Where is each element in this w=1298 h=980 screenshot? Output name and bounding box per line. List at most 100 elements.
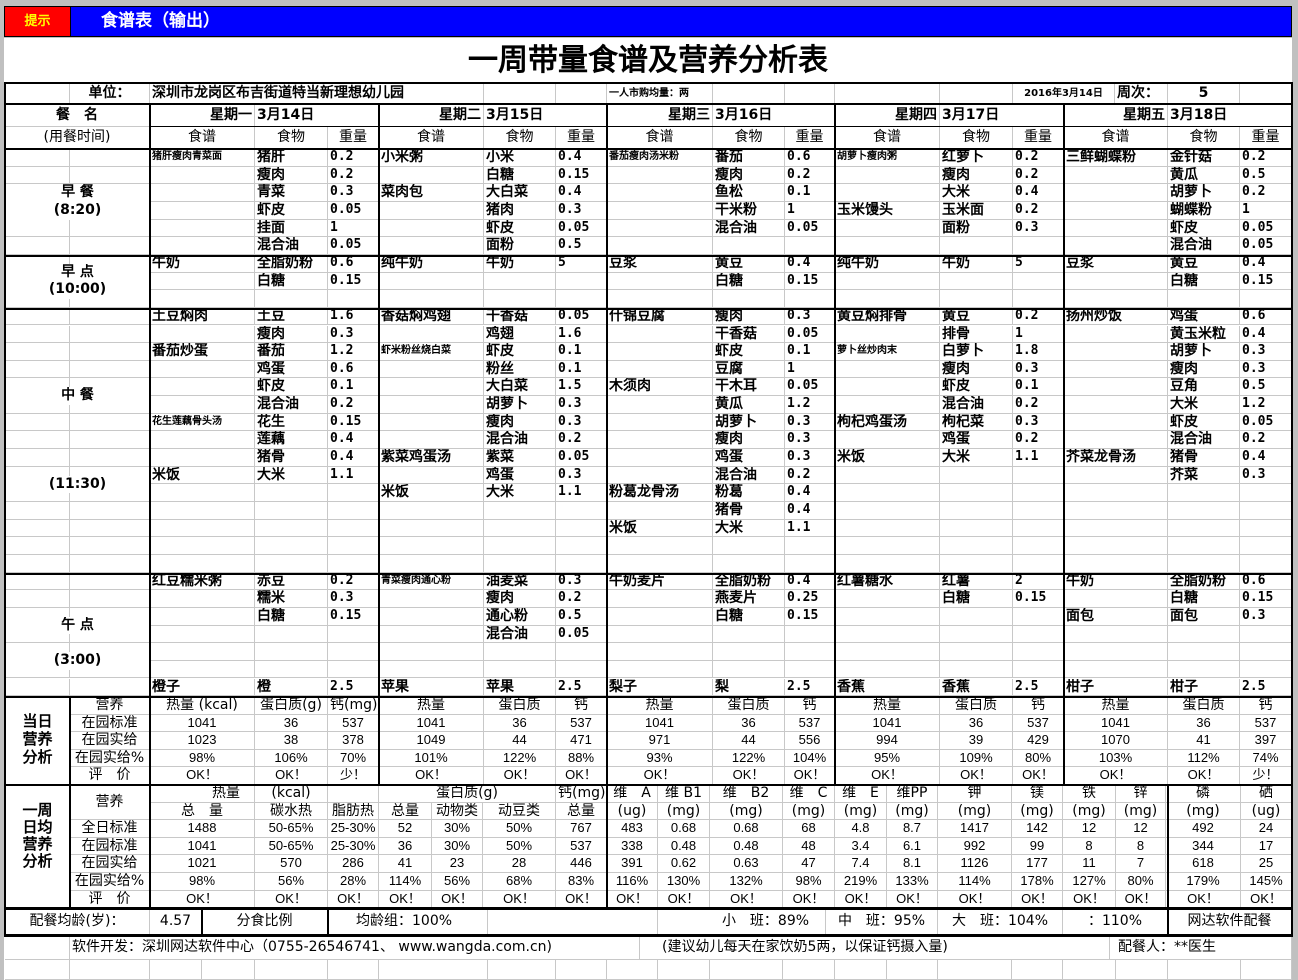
cell [1063,960,1116,980]
menu-weight: 0.2 [328,572,379,591]
menu-food [713,290,785,308]
menu-weight [1013,237,1064,255]
menu-weight [785,237,835,255]
col-food-header: 食物 [940,127,1013,149]
weekly-value: 338 [607,837,658,856]
border-line [201,908,203,935]
menu-weight [1240,484,1292,502]
menu-recipe: 牛奶 [1064,572,1168,591]
col-weight-header: 重量 [328,127,379,149]
sub-header: (mg) [887,802,938,821]
menu-weight: 0.15 [556,166,607,185]
menu-food: 通心粉 [484,607,556,626]
cell [70,449,150,467]
nutrition-value: OK！ [1168,767,1240,785]
menu-food: 瘦肉 [713,431,785,450]
menu-food [713,537,785,555]
menu-recipe [607,466,713,485]
menu-recipe [607,502,713,520]
menu-food [484,272,556,291]
nutrition-value: 93% [607,749,713,768]
cell [70,166,150,185]
purchase-note: 一人市购均量：两 [607,84,713,104]
menu-weight [1013,554,1064,573]
border-line [378,104,380,785]
menu-weight: 0.2 [1240,184,1292,202]
menu-food: 瘦肉 [940,360,1013,379]
nutrition-value: 41 [1168,732,1240,750]
menu-food [940,625,1013,644]
menu-weight: 1.1 [785,519,835,538]
menu-weight: 0.4 [1013,184,1064,202]
week-label: 周次： [1115,84,1168,104]
menu-food: 油麦菜 [484,572,556,591]
menu-weight: 5 [1013,254,1064,273]
menu-food [255,643,328,661]
menu-food [940,554,1013,573]
cell [70,590,150,608]
sub-header: (mg) [1063,802,1116,821]
menu-food: 瘦肉 [484,590,556,608]
weekly-nutrition-header: 营养 [70,785,150,821]
menu-recipe [150,272,255,291]
weekly-value: 36 [379,837,432,856]
menu-food: 鸡蛋 [940,431,1013,450]
nutrition-col-header: 蛋白质 [940,697,1013,715]
day-date: 3月14日 [255,104,379,127]
menu-recipe [1064,431,1168,450]
menu-weight: 0.4 [785,502,835,520]
nutrition-value: 104% [785,749,835,768]
menu-weight: 0.5 [1240,378,1292,397]
cell [5,554,70,573]
border-line [327,908,329,935]
sub-header: 动豆类 [483,802,556,821]
cell [5,484,70,502]
menu-weight [328,554,379,573]
weekly-value: 50-65% [255,820,328,838]
menu-weight [1240,660,1292,679]
nutrition-value: 88% [556,749,607,768]
weekly-value: 8 [1063,837,1116,856]
nutrition-col-header: 钙(mg) [328,697,379,715]
menu-weight: 0.3 [1013,360,1064,379]
menu-weight [556,554,607,573]
menu-weight: 0.2 [328,396,379,414]
menu-recipe [150,201,255,220]
nutrition-value: 537 [328,714,379,733]
border-line [4,148,1293,150]
nutrition-value: 1041 [607,714,713,733]
menu-food [255,537,328,555]
menu-food [255,519,328,538]
menu-food: 大米 [1168,396,1240,414]
group-header: 维 B1 [658,785,710,803]
menu-recipe [379,290,484,308]
nutrition-value: 38 [255,732,328,750]
menu-weight: 0.5 [556,607,607,626]
menu-weight: 0.4 [785,484,835,502]
menu-weight: 0.6 [328,254,379,273]
menu-weight [556,660,607,679]
cell [5,590,70,608]
cell [70,413,150,432]
tip-button[interactable]: 提示 [5,7,71,36]
menu-food: 瘦肉 [255,325,328,344]
menu-food: 白糖 [484,166,556,185]
meal-name-header: 餐 名 [5,104,150,127]
cell [70,325,150,344]
sub-header: 总 量 [150,802,255,821]
menu-food: 梨 [713,678,785,697]
menu-recipe [379,201,484,220]
menu-recipe: 红薯糖水 [835,572,940,591]
border-line [4,308,1293,310]
menu-recipe [607,449,713,467]
menu-recipe: 花生莲藕骨头汤 [150,413,255,432]
menu-recipe: 米饭 [835,449,940,467]
menu-food: 混合油 [484,625,556,644]
nutrition-value: 397 [1240,732,1292,750]
menu-recipe [379,360,484,379]
group-header: 维 B2 [710,785,783,803]
nutrition-value: 112% [1168,749,1240,768]
menu-weight [1013,625,1064,644]
menu-weight [785,660,835,679]
menu-recipe [150,290,255,308]
